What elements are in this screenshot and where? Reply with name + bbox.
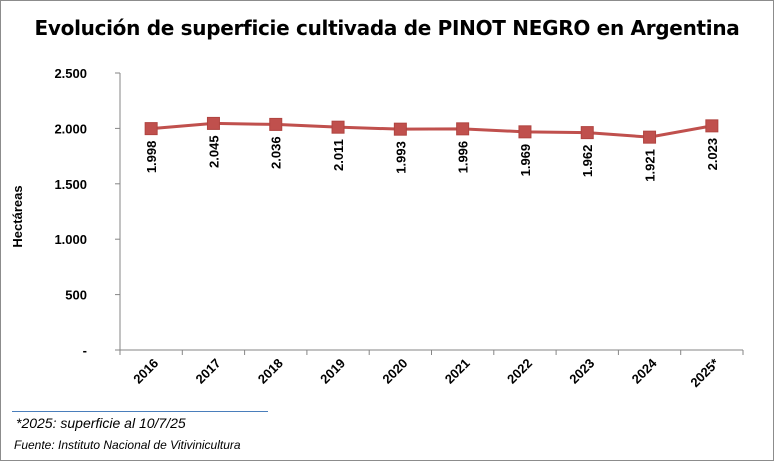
data-point bbox=[393, 122, 407, 136]
data-point bbox=[580, 126, 594, 140]
x-tick-label: 2021 bbox=[442, 356, 473, 387]
footnote-divider bbox=[12, 411, 268, 412]
y-tick-label: 500 bbox=[65, 288, 87, 303]
data-point bbox=[331, 120, 345, 134]
x-tick-label: 2022 bbox=[504, 356, 535, 387]
x-tick-label: 2024 bbox=[629, 355, 661, 387]
data-label: 1.921 bbox=[643, 149, 658, 182]
x-tick-label: 2020 bbox=[379, 356, 410, 387]
data-label: 1.969 bbox=[518, 144, 533, 177]
y-axis-label: Hectáreas bbox=[10, 185, 25, 247]
data-label: 2.045 bbox=[206, 135, 221, 168]
x-tick-label: 2025* bbox=[687, 355, 722, 390]
data-label: 1.993 bbox=[393, 141, 408, 174]
data-label: 1.996 bbox=[456, 141, 471, 174]
x-tick-label: 2023 bbox=[566, 356, 597, 387]
data-point bbox=[518, 125, 532, 139]
x-tick-label: 2019 bbox=[317, 356, 348, 387]
data-point bbox=[269, 117, 283, 131]
data-label: 2.011 bbox=[331, 139, 346, 171]
data-point bbox=[705, 119, 719, 133]
data-label: 2.023 bbox=[705, 138, 720, 171]
x-tick-label: 2017 bbox=[193, 356, 224, 387]
data-point bbox=[643, 130, 657, 144]
y-tick-label: 2.500 bbox=[54, 66, 87, 81]
x-tick-label: 2016 bbox=[130, 356, 161, 387]
data-point bbox=[206, 116, 220, 130]
data-label: 1.998 bbox=[144, 141, 159, 174]
data-label: 2.036 bbox=[269, 136, 284, 169]
footnote: *2025: superficie al 10/7/25 bbox=[16, 415, 186, 431]
y-tick-label: - bbox=[83, 343, 87, 358]
data-point bbox=[456, 122, 470, 136]
chart-title: Evolución de superficie cultivada de PIN… bbox=[34, 16, 740, 40]
data-point bbox=[144, 122, 158, 136]
source-note: Fuente: Instituto Nacional de Vitivinicu… bbox=[14, 438, 241, 452]
y-tick-label: 1.000 bbox=[54, 232, 87, 247]
y-tick-label: 1.500 bbox=[54, 177, 87, 192]
data-label: 1.962 bbox=[580, 145, 595, 178]
x-tick-label: 2018 bbox=[255, 356, 286, 387]
series-line bbox=[151, 121, 713, 139]
y-tick-label: 2.000 bbox=[54, 121, 87, 136]
